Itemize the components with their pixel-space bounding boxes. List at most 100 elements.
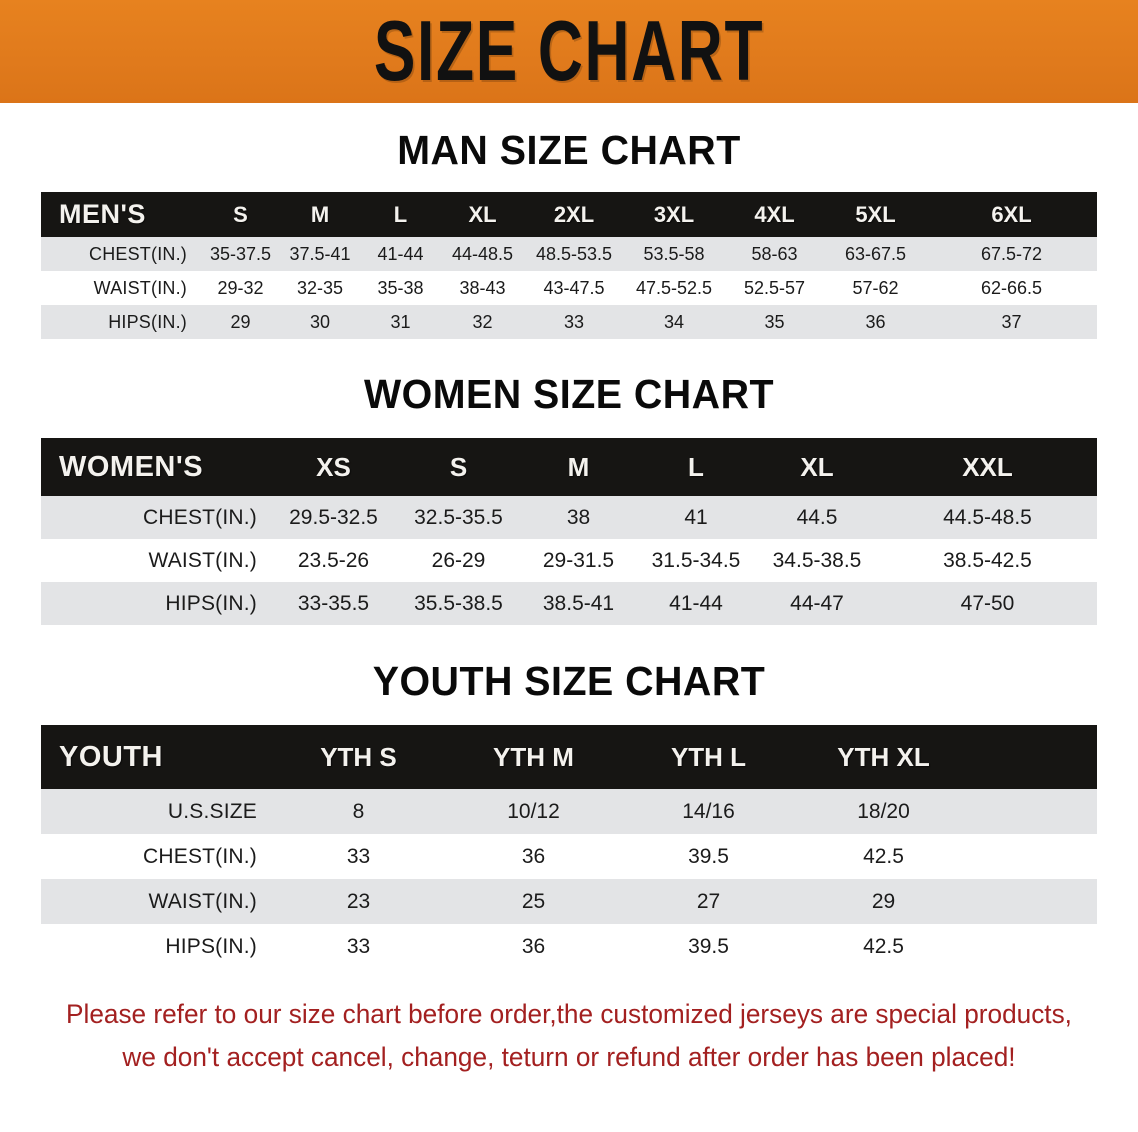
cell: 33 (346, 844, 371, 868)
cell: 47.5-52.5 (635, 277, 713, 298)
row-label: CHEST(IN.) (89, 243, 187, 264)
cell: 29.5-32.5 (289, 505, 378, 529)
cell: 42.5 (863, 844, 904, 868)
cell: 37 (1001, 311, 1022, 332)
cell: 42.5 (863, 934, 904, 958)
cell: 39.5 (688, 934, 729, 958)
table-row: CHEST(IN.) 33 36 39.5 42.5 (41, 834, 1097, 879)
youth-corner-label: YOUTH (59, 740, 163, 773)
table-row: U.S.SIZE 8 10/12 14/16 18/20 (41, 789, 1097, 834)
cell: 26-29 (431, 548, 486, 572)
women-col-header: M (567, 451, 590, 482)
youth-col-header: YTH XL (837, 741, 930, 772)
cell: 35-38 (377, 277, 424, 298)
man-col-header: 6XL (991, 201, 1032, 227)
man-corner-label: MEN'S (59, 199, 146, 229)
table-row: WAIST(IN.) 23.5-26 26-29 29-31.5 31.5-34… (41, 539, 1097, 582)
banner-title: SIZE CHART (373, 3, 765, 99)
cell-spacer (971, 924, 1097, 969)
cell: 47-50 (960, 591, 1015, 615)
row-label: WAIST(IN.) (148, 548, 257, 572)
women-corner-label: WOMEN'S (59, 450, 204, 483)
women-header-row: WOMEN'S XS S M L XL XXL (41, 438, 1097, 496)
cell: 14/16 (682, 799, 735, 823)
cell: 29-32 (217, 277, 264, 298)
cell: 23 (346, 889, 371, 913)
cell: 36 (865, 311, 886, 332)
cell: 41-44 (669, 591, 723, 615)
youth-col-header: YTH S (320, 741, 397, 772)
cell: 38-43 (459, 277, 506, 298)
cell: 36 (521, 934, 546, 958)
row-label: HIPS(IN.) (165, 934, 257, 958)
women-col-header: L (688, 451, 704, 482)
cell: 27 (696, 889, 721, 913)
table-row: WAIST(IN.) 23 25 27 29 (41, 879, 1097, 924)
cell: 10/12 (507, 799, 560, 823)
row-label: WAIST(IN.) (148, 889, 257, 913)
cell: 33-35.5 (297, 591, 370, 615)
table-row: HIPS(IN.) 29 30 31 32 33 34 35 36 37 (41, 305, 1097, 339)
table-row: WAIST(IN.) 29-32 32-35 35-38 38-43 43-47… (41, 271, 1097, 305)
cell: 44-47 (790, 591, 844, 615)
table-row: HIPS(IN.) 33 36 39.5 42.5 (41, 924, 1097, 969)
women-size-table: WOMEN'S XS S M L XL XXL CHEST(IN.) 29.5-… (41, 438, 1097, 625)
cell: 52.5-57 (743, 277, 806, 298)
youth-col-header: YTH M (493, 741, 574, 772)
cell: 8 (352, 799, 365, 823)
man-col-header: M (310, 201, 330, 227)
row-label: U.S.SIZE (167, 799, 257, 823)
table-row: CHEST(IN.) 35-37.5 37.5-41 41-44 44-48.5… (41, 237, 1097, 271)
cell: 18/20 (857, 799, 910, 823)
man-header-row: MEN'S S M L XL 2XL 3XL 4XL 5XL 6XL (41, 192, 1097, 237)
cell-spacer (971, 834, 1097, 879)
cell: 44.5-48.5 (943, 505, 1032, 529)
cell: 33 (563, 311, 585, 332)
cell: 53.5-58 (643, 243, 705, 264)
cell: 41 (684, 505, 708, 529)
women-table-wrapper: WOMEN'S XS S M L XL XXL CHEST(IN.) 29.5-… (0, 438, 1138, 625)
cell: 32.5-35.5 (414, 505, 503, 529)
return-policy-line-2: we don't accept cancel, change, teturn o… (122, 1041, 1016, 1072)
cell: 67.5-72 (980, 243, 1043, 264)
man-col-header: XL (468, 201, 497, 227)
cell: 29-31.5 (542, 548, 615, 572)
man-col-header: 2XL (553, 201, 595, 227)
table-row: CHEST(IN.) 29.5-32.5 32.5-35.5 38 41 44.… (41, 496, 1097, 539)
youth-header-spacer (971, 725, 1097, 789)
cell: 25 (521, 889, 546, 913)
man-col-header: S (233, 201, 248, 227)
cell: 32 (472, 311, 493, 332)
cell: 43-47.5 (543, 277, 605, 298)
man-size-table: MEN'S S M L XL 2XL 3XL 4XL 5XL 6XL CHEST… (41, 192, 1097, 339)
cell: 34.5-38.5 (772, 548, 862, 572)
table-row: HIPS(IN.) 33-35.5 35.5-38.5 38.5-41 41-4… (41, 582, 1097, 625)
cell: 57-62 (852, 277, 899, 298)
cell: 37.5-41 (289, 243, 351, 264)
cell: 44-48.5 (451, 243, 514, 264)
cell: 31.5-34.5 (651, 548, 741, 572)
return-policy-note: Please refer to our size chart before or… (50, 993, 1088, 1078)
cell: 48.5-53.5 (535, 243, 613, 264)
cell: 35 (764, 311, 785, 332)
cell: 31 (390, 311, 411, 332)
youth-section-title: YOUTH SIZE CHART (372, 658, 766, 704)
women-section-title: WOMEN SIZE CHART (363, 371, 775, 417)
cell: 38.5-41 (542, 591, 615, 615)
women-col-header: S (449, 451, 468, 482)
women-col-header: XL (800, 451, 834, 482)
row-label: CHEST(IN.) (143, 505, 257, 529)
cell: 38.5-42.5 (943, 548, 1032, 572)
man-col-header: 5XL (855, 201, 896, 227)
cell: 36 (521, 844, 546, 868)
cell-spacer (971, 879, 1097, 924)
man-col-header: L (393, 201, 408, 227)
cell: 62-66.5 (980, 277, 1043, 298)
cell: 29 (871, 889, 896, 913)
row-label: WAIST(IN.) (93, 277, 187, 298)
cell: 30 (309, 311, 331, 332)
return-policy-line-1: Please refer to our size chart before or… (66, 999, 1072, 1029)
man-table-wrapper: MEN'S S M L XL 2XL 3XL 4XL 5XL 6XL CHEST… (0, 192, 1138, 339)
women-col-header: XS (316, 451, 351, 482)
man-section-title: MAN SIZE CHART (397, 127, 741, 173)
